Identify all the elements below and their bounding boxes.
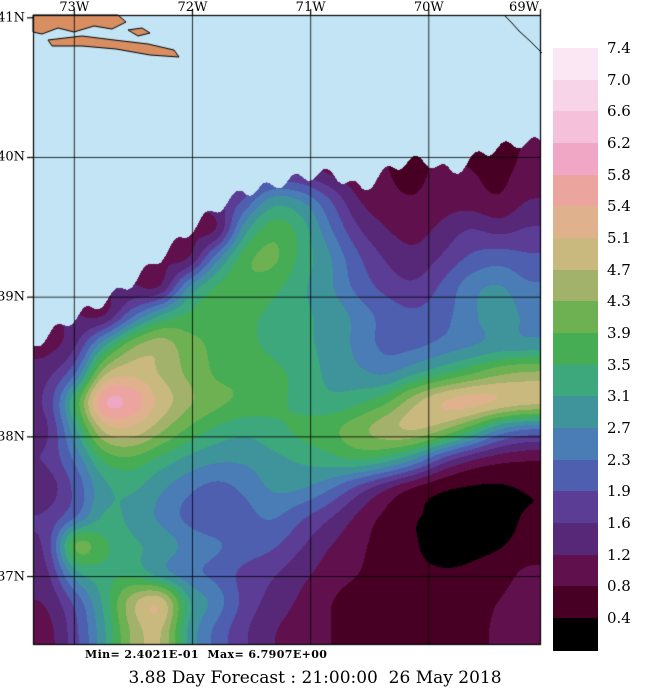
lat-tick-label: 40N xyxy=(0,149,25,165)
colorbar-tick-label: 1.6 xyxy=(607,514,631,532)
colorbar-tick-label: 5.4 xyxy=(607,197,631,216)
colorbar-tick-label: 7.0 xyxy=(607,70,631,89)
colorbar-tick-label: 4.3 xyxy=(607,292,631,311)
colorbar-band xyxy=(553,238,598,271)
lon-tick-label: 69W xyxy=(509,0,539,15)
lat-tick-label: 37N xyxy=(0,569,25,585)
colorbar-band xyxy=(553,79,598,112)
colorbar xyxy=(553,30,598,651)
colorbar-band xyxy=(553,554,598,587)
colorbar-tick-label: 7.4 xyxy=(607,39,631,57)
lat-tick-label: 38N xyxy=(0,429,25,445)
colorbar-band xyxy=(553,30,598,49)
colorbar-band xyxy=(553,301,598,334)
colorbar-tick-label: 3.9 xyxy=(607,324,631,342)
colorbar-tick-label: 5.8 xyxy=(607,165,631,184)
colorbar-band xyxy=(553,206,598,239)
min-max-annotation: Min= 2.4021E-01 Max= 6.7907E+00 xyxy=(85,648,328,661)
colorbar-tick-label: 4.7 xyxy=(607,260,631,279)
colorbar-band xyxy=(553,48,598,81)
colorbar-tick-label: 0.8 xyxy=(607,577,631,596)
colorbar-tick-label: 1.9 xyxy=(607,482,631,501)
colorbar-tick-label: 3.1 xyxy=(607,387,631,406)
colorbar-band xyxy=(553,111,598,144)
colorbar-tick-label: 5.1 xyxy=(607,229,631,247)
colorbar-band xyxy=(553,459,598,492)
colorbar-band xyxy=(553,333,598,366)
colorbar-band xyxy=(553,586,598,619)
colorbar-band xyxy=(553,174,598,207)
figure-title: 3.88 Day Forecast : 21:00:00 26 May 2018 xyxy=(128,668,502,688)
colorbar-tick-label: 0.4 xyxy=(607,609,631,627)
lon-tick-label: 73W xyxy=(59,0,90,15)
colorbar-tick-label: 6.6 xyxy=(607,102,631,121)
colorbar-tick-label: 6.2 xyxy=(607,134,631,152)
lon-tick-label: 72W xyxy=(177,0,208,15)
colorbar-band xyxy=(553,428,598,461)
colorbar-band xyxy=(553,618,598,651)
lon-tick-label: 71W xyxy=(295,0,326,15)
colorbar-tick-label: 2.7 xyxy=(607,419,631,437)
colorbar-band xyxy=(553,396,598,429)
colorbar-band xyxy=(553,143,598,176)
lon-tick-label: 70W xyxy=(413,0,444,15)
colorbar-tick-label: 2.3 xyxy=(607,450,631,469)
lat-tick-label: 41N xyxy=(0,10,25,26)
colorbar-band xyxy=(553,364,598,397)
colorbar-band xyxy=(553,491,598,524)
lat-tick-label: 39N xyxy=(0,289,25,305)
colorbar-tick-label: 1.2 xyxy=(607,545,631,564)
colorbar-tick-label: 3.5 xyxy=(607,355,631,374)
colorbar-band xyxy=(553,269,598,302)
colorbar-band xyxy=(553,523,598,556)
